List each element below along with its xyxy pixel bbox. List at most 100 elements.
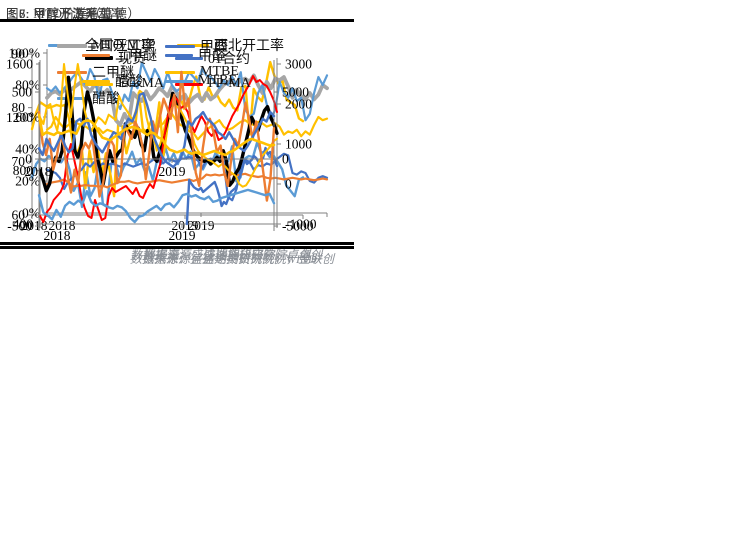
legend-item: PP-MA	[175, 75, 251, 93]
figure-title: 图7: MTO价差（富德）	[6, 7, 141, 21]
legend-item: MTBE	[165, 63, 239, 81]
legend-swatch	[57, 70, 87, 74]
figure-panel-6: 图6: 甲醇下游开工率 100% 80% 60% 40% 20% 0% 2018 2019 M…	[0, 0, 362, 268]
right-y-axis-tick-label: -1000	[285, 217, 317, 232]
legend-item: 甲醛	[165, 37, 239, 55]
legend-label: MTO/MTP	[92, 38, 156, 53]
x-axis-tick-label: 2018	[44, 228, 71, 243]
right-y-axis-tick-label: 3000	[285, 57, 312, 72]
x-axis-tick-label: 2019	[188, 218, 215, 233]
right-y-axis-tick-label: 1000	[285, 137, 312, 152]
legend-label: 现货	[118, 52, 146, 67]
legend-label: 西北开工率	[214, 39, 284, 54]
legend-label: MTBE	[198, 73, 237, 88]
x-axis-tick-label: 2018	[25, 164, 52, 179]
chart-legend: 现货 01合约 EG-MA PP-MA	[85, 49, 251, 93]
y-axis-tick-label: 90	[12, 47, 26, 62]
legend-swatch	[175, 82, 203, 86]
y-axis-tick-label: -500	[7, 219, 32, 234]
figure-title: 图8: 甲醇下游毛利	[6, 7, 112, 21]
legend-item: 二甲醚	[57, 63, 165, 81]
series-line-现货	[38, 75, 279, 193]
series-line-甲醛	[37, 92, 276, 169]
y-axis-tick-label: 100%	[9, 46, 41, 61]
y-axis-tick-label: 800	[13, 163, 34, 178]
legend-label: EG-MA	[118, 76, 164, 91]
y-axis-tick-label: 1600	[6, 57, 33, 72]
chart-legend: MTO/MTP 甲醛 二甲醚 MTBE 醋酸	[57, 37, 239, 107]
y-axis-tick-label: 0	[25, 152, 32, 167]
legend-label: PP-MA	[208, 76, 251, 91]
legend-swatch	[165, 79, 193, 83]
y-axis-tick-label: 60%	[15, 110, 40, 125]
figure-title: 图6: 甲醇下游开工率	[6, 7, 125, 21]
legend-item: 现货	[85, 49, 175, 67]
title-divider	[0, 19, 354, 22]
series-line-甲醛	[45, 152, 329, 202]
legend-label: 二甲醚	[92, 66, 134, 81]
data-source: 数据来源：盛达期货研究院，卓创	[142, 248, 323, 262]
x-axis-tick-label: 2019	[172, 218, 199, 233]
legend-label: 01合约	[208, 52, 250, 67]
data-source: 数据来源：盛达期货研究院，卓创	[130, 248, 311, 262]
footer-divider	[0, 242, 354, 245]
series-line-MTO/MTP	[45, 73, 329, 127]
right-y-axis-tick-label: 2000	[285, 97, 312, 112]
series-line-醋酸	[37, 113, 276, 157]
y-axis-tick-label: 1200	[6, 110, 33, 125]
x-axis-tick-label: 2019	[169, 228, 196, 243]
legend-label: 二甲醚	[115, 49, 157, 64]
x-axis-tick-label: 2018	[21, 218, 48, 233]
series-line-全国开工率	[30, 141, 305, 209]
legend-swatch	[82, 79, 110, 83]
legend-swatch	[175, 56, 203, 60]
data-source: 数据来源：盛达期货研究院，金联创	[142, 252, 335, 266]
series-line-二甲醚	[45, 172, 329, 189]
legend-label: 醋酸	[92, 92, 120, 107]
figure-panel-8: 图8: 甲醇下游毛利 500 0 -500 5000 0 -5000 2018 2019 二甲…	[0, 0, 362, 268]
legend-item: 醋酸	[82, 72, 165, 90]
legend-label: MTBE	[200, 64, 239, 79]
y-axis-tick-label: 80	[12, 100, 26, 115]
line-chart-downstream-operating-rate: 100%80%60%40%20%0%2018 2019	[9, 46, 329, 233]
legend-label: 甲醛	[198, 49, 226, 64]
chart-area: 100% 80% 60% 40% 20% 0% 2018 2019 MTO/MTP 甲醛 二甲醚 M…	[0, 24, 362, 240]
legend-label: 甲醛	[200, 40, 228, 55]
footer-divider	[0, 246, 354, 249]
series-line-PP-MA	[39, 75, 278, 223]
legend-swatch	[165, 70, 195, 74]
legend-label: 全国开工率	[85, 39, 155, 54]
y-axis-tick-label: 60	[12, 208, 26, 223]
right-y-axis-tick-label: 0	[285, 177, 292, 192]
series-line-醋酸	[45, 61, 329, 122]
legend-swatch	[82, 53, 110, 57]
legend-item: EG-MA	[85, 75, 175, 93]
figure-title: 图5: 甲醇开工率	[6, 7, 99, 21]
legend-item: 甲醛	[165, 46, 237, 64]
x-axis-tick-label: 2018	[49, 218, 76, 233]
legend-item: 二甲醚	[82, 46, 165, 64]
x-axis-tick-label: 2019	[159, 164, 186, 179]
y-axis-tick-label: 500	[12, 85, 33, 100]
data-source: 数据来源：盛达期货研究院，WIND	[130, 252, 317, 266]
legend-swatch	[85, 56, 113, 60]
chart-area: 500 0 -500 5000 0 -5000 2018 2019 二甲醚 甲醛 醋酸 MTBE	[0, 24, 362, 246]
y-axis-tick-label: 20%	[15, 174, 40, 189]
y-axis-tick-label: 70	[12, 154, 26, 169]
legend-label: 醋酸	[115, 75, 143, 90]
chart-legend: 二甲醚 甲醛醋酸 MTBE	[82, 46, 237, 90]
right-y-axis-tick-label: -5000	[282, 219, 314, 234]
y-axis-tick-label: 80%	[15, 78, 40, 93]
legend-item: 01合约	[175, 49, 251, 67]
right-y-axis-tick-label: 5000	[282, 85, 309, 100]
legend-swatch	[57, 44, 87, 48]
legend-item: MTO/MTP	[57, 37, 165, 55]
legend-swatch	[165, 53, 193, 57]
legend-swatch	[165, 44, 195, 48]
y-axis-tick-label: 400	[13, 217, 34, 232]
right-y-axis-tick-label: 0	[282, 152, 289, 167]
series-line-MTBE	[37, 188, 276, 224]
legend-swatch	[85, 82, 113, 86]
